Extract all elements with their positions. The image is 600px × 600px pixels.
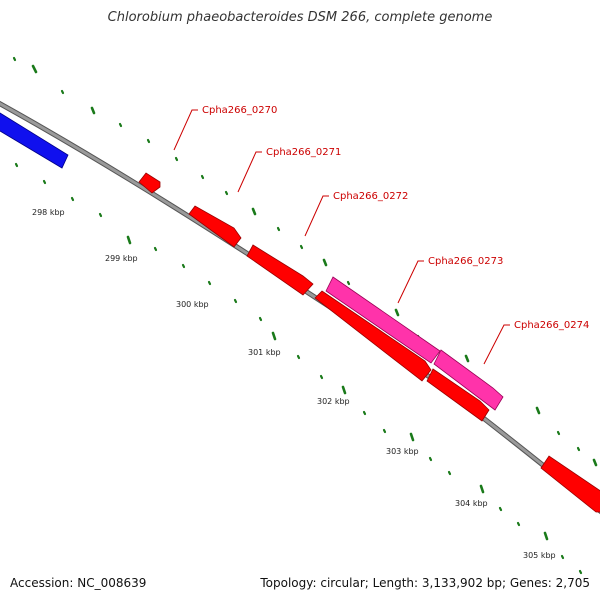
- gene-cpha266-0273[interactable]: [325, 276, 441, 364]
- scale-tick-label: 300 kbp: [176, 300, 209, 309]
- genome-backbone-highlight: [0, 102, 600, 513]
- gene-red-g[interactable]: [540, 455, 600, 513]
- scale-tick-label: 303 kbp: [386, 447, 419, 456]
- scale-tick-label: 301 kbp: [248, 348, 281, 357]
- gene-cpha266-0274[interactable]: [433, 349, 504, 411]
- gene-red-d[interactable]: [246, 244, 314, 296]
- gene-label[interactable]: Cpha266_0274: [514, 320, 589, 331]
- scale-tick-label: 302 kbp: [317, 397, 350, 406]
- scale-tick-label: 298 kbp: [32, 208, 65, 217]
- scale-tick-label: 299 kbp: [105, 254, 138, 263]
- gene-label-leaders: [173, 109, 510, 365]
- scale-labels: 298 kbp 299 kbp 300 kbp 301 kbp 302 kbp …: [32, 208, 556, 560]
- genome-stats-text: Topology: circular; Length: 3,133,902 bp…: [260, 576, 590, 590]
- gene-red-e[interactable]: [314, 290, 432, 382]
- inner-tick-track: [14, 162, 583, 575]
- scale-tick-label: 304 kbp: [455, 499, 488, 508]
- gene-blue-feature[interactable]: [0, 112, 69, 169]
- gene-labels: Cpha266_0270 Cpha266_0271 Cpha266_0272 C…: [202, 105, 589, 331]
- gene-label[interactable]: Cpha266_0270: [202, 105, 277, 116]
- gene-cpha266-0270[interactable]: [138, 172, 161, 194]
- gene-cpha266-0271[interactable]: [188, 205, 242, 248]
- gene-label[interactable]: Cpha266_0272: [333, 191, 408, 202]
- map-title: Chlorobium phaeobacteroides DSM 266, com…: [107, 10, 493, 25]
- accession-text: Accession: NC_008639: [10, 576, 147, 590]
- genome-backbone: [0, 100, 600, 515]
- gene-red-f[interactable]: [426, 368, 490, 422]
- gene-label[interactable]: Cpha266_0273: [428, 256, 503, 267]
- gene-label[interactable]: Cpha266_0271: [266, 147, 341, 158]
- outer-tick-track: [12, 56, 598, 467]
- scale-tick-label: 305 kbp: [523, 551, 556, 560]
- gene-features: [0, 112, 600, 513]
